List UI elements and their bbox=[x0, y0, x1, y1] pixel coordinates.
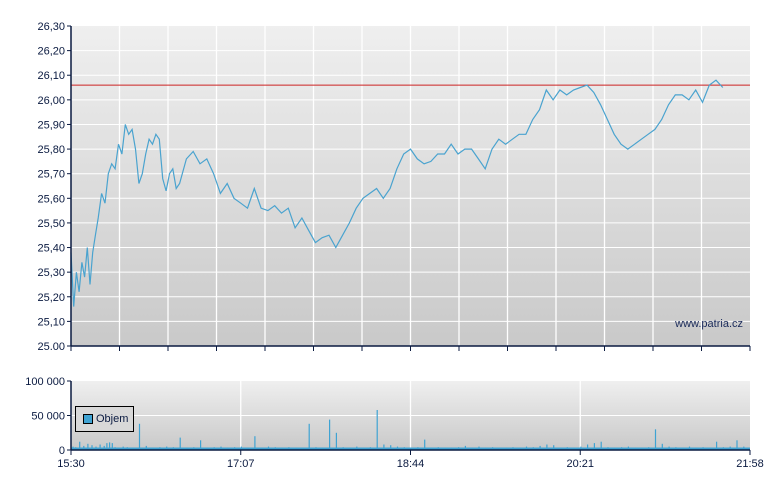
volume-x-ticks: 15:30 17:07 18:44 20:21 21:58 bbox=[57, 450, 764, 470]
legend-label: Objem bbox=[96, 413, 129, 425]
volume-vertical-gridlines bbox=[240, 381, 581, 450]
price-y-tick-label: 26,00 bbox=[37, 95, 65, 107]
price-y-tick-label: 25.00 bbox=[37, 341, 65, 353]
legend-swatch-icon bbox=[83, 414, 93, 424]
volume-y-ticks: 100 000 50 000 0 bbox=[25, 376, 71, 457]
volume-bars bbox=[71, 410, 750, 451]
price-y-tick-label: 25,20 bbox=[37, 292, 65, 304]
price-chart: 26,30 26,20 26,10 26,00 25,90 25,80 25,70 25,60… bbox=[37, 21, 751, 353]
price-y-tick-label: 25,80 bbox=[37, 144, 65, 156]
volume-x-tick-label: 18:44 bbox=[397, 458, 425, 470]
price-vertical-gridlines bbox=[118, 26, 703, 346]
volume-y-tick-label: 50 000 bbox=[31, 411, 65, 423]
volume-legend: Objem bbox=[75, 406, 134, 432]
price-y-ticks: 26,30 26,20 26,10 26,00 25,90 25,80 25,70 25,60… bbox=[37, 21, 71, 353]
price-y-tick-label: 26,10 bbox=[37, 70, 65, 82]
price-line bbox=[70, 79, 724, 307]
price-y-tick-label: 25,60 bbox=[37, 193, 65, 205]
price-y-tick-label: 26,20 bbox=[37, 46, 65, 58]
price-y-tick-label: 25,50 bbox=[37, 218, 65, 230]
price-y-tick-label: 25,70 bbox=[37, 169, 65, 181]
price-x-ticks bbox=[70, 346, 751, 351]
volume-chart: 100 000 50 000 0 15:30 17:07 18:44 20:21 21:58 bbox=[25, 376, 764, 470]
price-y-tick-label: 25,90 bbox=[37, 119, 65, 131]
price-y-tick-label: 25,40 bbox=[37, 243, 65, 255]
volume-y-tick-label: 0 bbox=[59, 445, 65, 457]
volume-x-tick-label: 20:21 bbox=[566, 458, 594, 470]
volume-x-tick-label: 17:07 bbox=[227, 458, 255, 470]
price-y-tick-label: 25,30 bbox=[37, 267, 65, 279]
price-y-tick-label: 26,30 bbox=[37, 21, 65, 33]
volume-x-tick-label: 21:58 bbox=[736, 458, 764, 470]
watermark: www.patria.cz bbox=[674, 318, 743, 330]
volume-y-tick-label: 100 000 bbox=[25, 376, 65, 388]
volume-x-tick-label: 15:30 bbox=[57, 458, 85, 470]
price-y-tick-label: 25,10 bbox=[37, 316, 65, 328]
